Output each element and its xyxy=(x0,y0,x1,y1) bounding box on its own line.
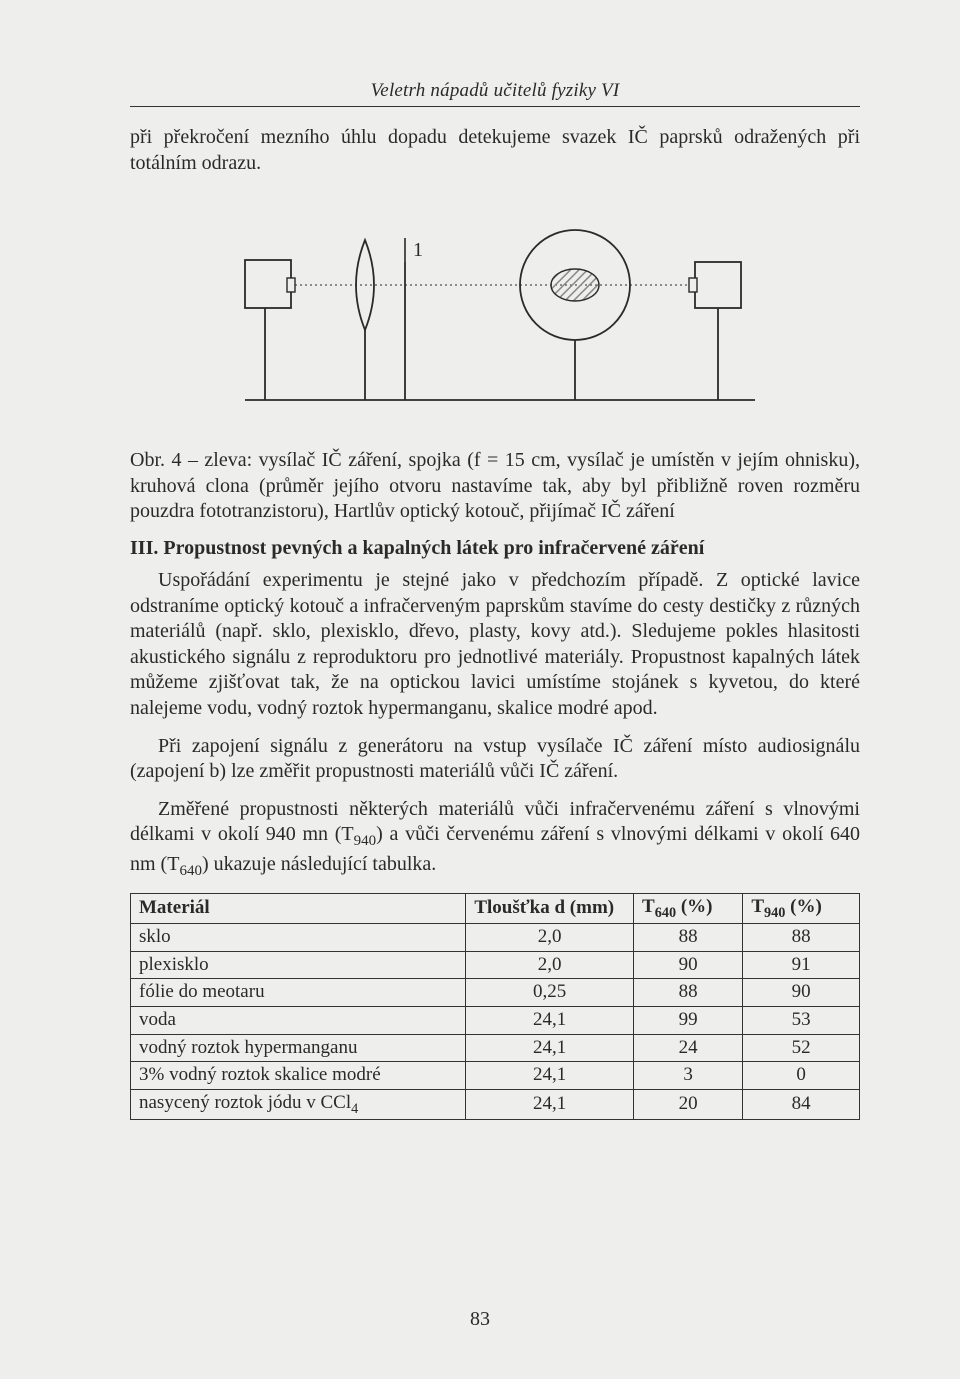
cell-t640: 88 xyxy=(634,924,743,952)
table-body: sklo2,08888plexisklo2,09091fólie do meot… xyxy=(131,924,860,1120)
cell-material: voda xyxy=(131,1007,466,1035)
col-thickness: Tloušťka d (mm) xyxy=(466,893,634,923)
col-material: Materiál xyxy=(131,893,466,923)
section-3-heading: III. Propustnost pevných a kapalných lát… xyxy=(130,537,860,560)
intro-paragraph: při překročení mezního úhlu dopadu detek… xyxy=(130,125,860,176)
body-paragraph-3: Změřené propustnosti některých materiálů… xyxy=(130,797,860,881)
cell-t940: 0 xyxy=(743,1062,860,1090)
cell-t640: 20 xyxy=(634,1090,743,1120)
cell-t940: 53 xyxy=(743,1007,860,1035)
body-paragraph-2: Při zapojení signálu z generátoru na vst… xyxy=(130,734,860,785)
optical-setup-figure: 1 xyxy=(215,200,775,420)
transmittance-table: Materiál Tloušťka d (mm) T640 (%) T940 (… xyxy=(130,893,860,1121)
page-number: 83 xyxy=(0,1308,960,1331)
table-row: plexisklo2,09091 xyxy=(131,951,860,979)
table-row: fólie do meotaru0,258890 xyxy=(131,979,860,1007)
table-row: sklo2,08888 xyxy=(131,924,860,952)
figure-caption: Obr. 4 – zleva: vysílač IČ záření, spojk… xyxy=(130,448,860,525)
cell-d: 24,1 xyxy=(466,1062,634,1090)
cell-material: vodný roztok hypermanganu xyxy=(131,1034,466,1062)
table-row: 3% vodný roztok skalice modré24,130 xyxy=(131,1062,860,1090)
cell-t940: 91 xyxy=(743,951,860,979)
cell-t640: 99 xyxy=(634,1007,743,1035)
table-row: vodný roztok hypermanganu24,12452 xyxy=(131,1034,860,1062)
cell-d: 2,0 xyxy=(466,924,634,952)
body-paragraph-1: Uspořádání experimentu je stejné jako v … xyxy=(130,568,860,722)
cell-material: nasycený roztok jódu v CCl4 xyxy=(131,1090,466,1120)
cell-material: plexisklo xyxy=(131,951,466,979)
cell-t640: 3 xyxy=(634,1062,743,1090)
cell-d: 2,0 xyxy=(466,951,634,979)
p3-sub2: 640 xyxy=(179,863,202,879)
cell-t640: 24 xyxy=(634,1034,743,1062)
page: Veletrh nápadů učitelů fyziky VI při pře… xyxy=(0,0,960,1379)
running-header: Veletrh nápadů učitelů fyziky VI xyxy=(130,80,860,107)
svg-text:1: 1 xyxy=(413,239,423,261)
cell-t640: 88 xyxy=(634,979,743,1007)
cell-d: 24,1 xyxy=(466,1090,634,1120)
cell-material: fólie do meotaru xyxy=(131,979,466,1007)
table-header-row: Materiál Tloušťka d (mm) T640 (%) T940 (… xyxy=(131,893,860,923)
col-t940: T940 (%) xyxy=(743,893,860,923)
col-t640: T640 (%) xyxy=(634,893,743,923)
cell-d: 0,25 xyxy=(466,979,634,1007)
cell-material: sklo xyxy=(131,924,466,952)
p3-suffix: ) ukazuje následující tabulka. xyxy=(202,853,436,875)
cell-t940: 52 xyxy=(743,1034,860,1062)
cell-material: 3% vodný roztok skalice modré xyxy=(131,1062,466,1090)
cell-t940: 84 xyxy=(743,1090,860,1120)
table-row: nasycený roztok jódu v CCl424,12084 xyxy=(131,1090,860,1120)
cell-t640: 90 xyxy=(634,951,743,979)
cell-d: 24,1 xyxy=(466,1034,634,1062)
cell-t940: 90 xyxy=(743,979,860,1007)
cell-d: 24,1 xyxy=(466,1007,634,1035)
p3-sub1: 940 xyxy=(354,833,377,849)
table-row: voda24,19953 xyxy=(131,1007,860,1035)
cell-t940: 88 xyxy=(743,924,860,952)
